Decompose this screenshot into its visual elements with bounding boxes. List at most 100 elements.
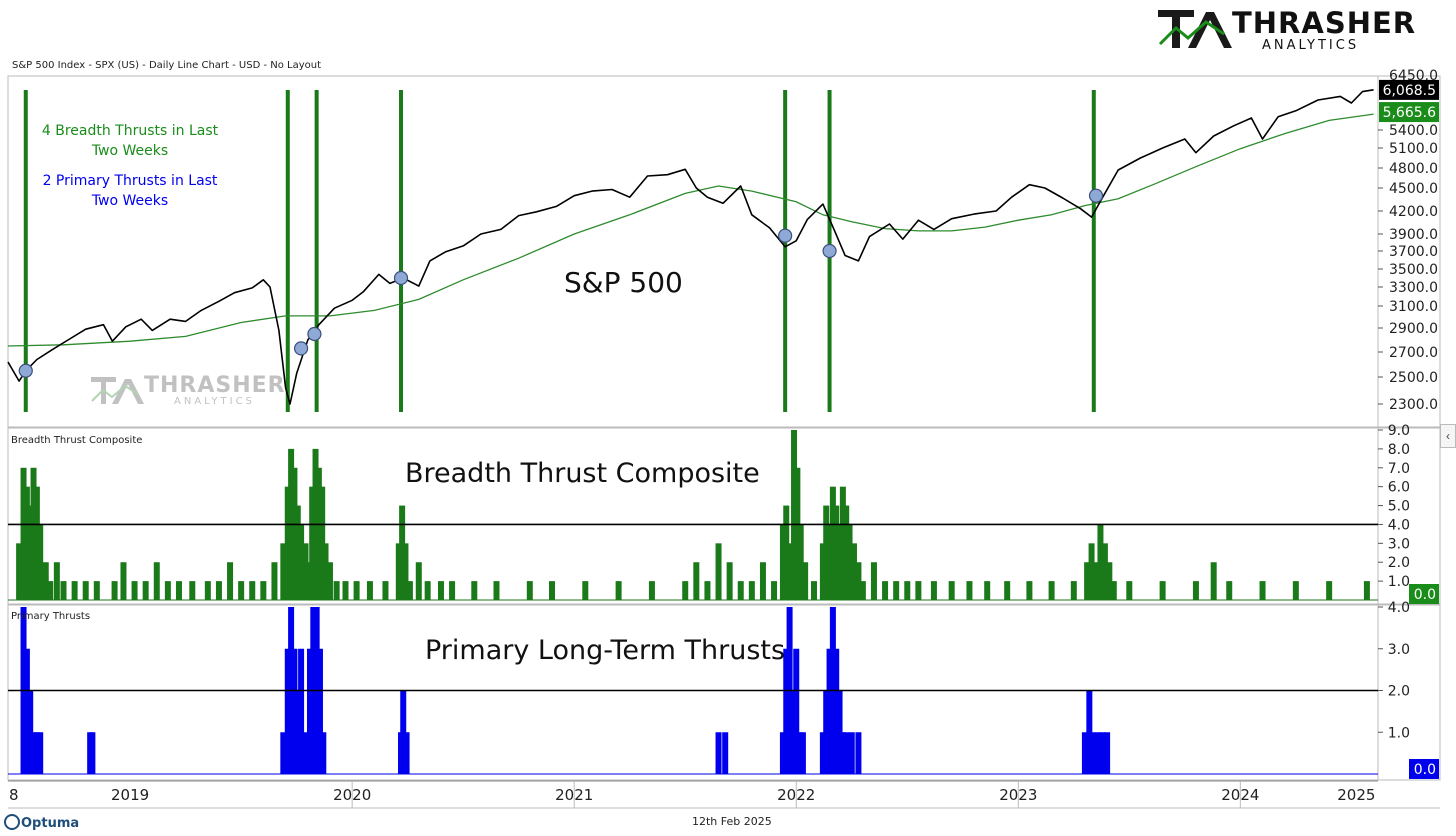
price-tick-label: 3100.0 [1389, 299, 1438, 315]
primary-bar [298, 648, 305, 774]
primary-panel-title: Primary Thrusts [11, 611, 90, 622]
breadth-bar [1210, 562, 1217, 600]
breadth-bar [870, 562, 877, 600]
x-tick-label: 2022 [777, 786, 815, 804]
breadth-bar [930, 581, 937, 600]
breadth-bar [471, 581, 478, 600]
breadth-bar [153, 562, 160, 600]
thrust-marker-dot [393, 270, 409, 286]
breadth-bar [843, 505, 850, 600]
primary-tick-label: 1.0 [1388, 725, 1410, 741]
price-panel-frame [7, 75, 1441, 428]
primary-bar [37, 732, 44, 774]
breadth-bar [1093, 562, 1100, 600]
primary-bar [306, 648, 313, 774]
price-tick-label: 4200.0 [1389, 204, 1438, 220]
breadth-axis: 1.0 2.0 3.0 4.0 5.0 6.0 7.0 8.0 9.0 [1378, 423, 1410, 590]
breadth-tick-label: 2.0 [1388, 555, 1410, 571]
breadth-bar [759, 562, 766, 600]
breadth-bar [984, 581, 991, 600]
breadth-bar [802, 562, 809, 600]
primary-panel-label: Primary Long-Term Thrusts [425, 635, 786, 666]
breadth-bar [315, 467, 322, 600]
breadth-bar [111, 581, 118, 600]
breadth-bar [366, 581, 373, 600]
chevron-left-icon: ‹ [1446, 429, 1450, 443]
primary-bar [284, 648, 291, 774]
breadth-bar [47, 581, 54, 600]
thrust-markers [18, 188, 1104, 378]
breadth-bar [1259, 581, 1266, 600]
breadth-bar [342, 581, 349, 600]
breadth-bar [823, 505, 830, 600]
breadth-bar [27, 505, 34, 600]
primary-bar [799, 732, 806, 774]
breadth-bar [1106, 562, 1113, 600]
breadth-note-line-2: Two Weeks [91, 143, 169, 159]
breadth-bar [726, 562, 733, 600]
breadth-tick-label: 8.0 [1388, 442, 1410, 458]
breadth-bar [175, 581, 182, 600]
primary-last-badge-label: 0.0 [1414, 762, 1436, 778]
breadth-bar [786, 543, 793, 600]
breadth-bar [615, 581, 622, 600]
breadth-bar [424, 581, 431, 600]
thrasher-logo: THRASHER ANALYTICS [1154, 4, 1415, 54]
primary-note-line-2: Two Weeks [91, 193, 169, 209]
breadth-bar [215, 581, 222, 600]
breadth-bar [1101, 543, 1108, 600]
breadth-bar [648, 581, 655, 600]
breadth-bar [271, 562, 278, 600]
watermark-sub-text: ANALYTICS [174, 396, 255, 407]
price-panel-label: S&P 500 [564, 266, 683, 299]
breadth-bar [904, 581, 911, 600]
primary-bar [403, 732, 410, 774]
breadth-bar [204, 581, 211, 600]
primary-note-line-1: 2 Primary Thrusts in Last [42, 173, 218, 189]
watermark-ta-icon [91, 377, 144, 404]
collapse-panel-button[interactable]: ‹ [1440, 424, 1456, 448]
breadth-bar [771, 581, 778, 600]
breadth-bar [71, 581, 78, 600]
breadth-bar [406, 581, 413, 600]
breadth-bar [846, 524, 853, 600]
primary-tick-label: 3.0 [1388, 642, 1410, 658]
primary-bar [823, 690, 830, 774]
breadth-bar [164, 581, 171, 600]
thrust-marker-dot [307, 326, 322, 342]
breadth-bar [142, 581, 149, 600]
primary-last-badge [1409, 759, 1439, 779]
breadth-bar [1110, 581, 1117, 600]
breadth-bar [811, 581, 818, 600]
panel-frames [7, 75, 1441, 781]
primary-bar [843, 732, 850, 774]
x-tick-label: 2025 [1337, 786, 1375, 804]
breadth-bar [227, 562, 234, 600]
breadth-bar [1097, 524, 1104, 600]
breadth-bar [833, 505, 840, 600]
breadth-bar [30, 467, 37, 600]
primary-bar [30, 732, 37, 774]
breadth-bar [291, 467, 298, 600]
price-tick-label: 2900.0 [1389, 321, 1438, 337]
price-tick-label: 5400.0 [1389, 123, 1438, 139]
breadth-bar [1326, 581, 1333, 600]
breadth-bar [437, 581, 444, 600]
breadth-bar [526, 581, 533, 600]
breadth-bar [859, 581, 866, 600]
optuma-brand-text: Optuma [21, 816, 80, 831]
breadth-bar [855, 562, 862, 600]
primary-bar [33, 732, 40, 774]
breadth-last-badge [1409, 584, 1439, 604]
x-tick-label: 2023 [999, 786, 1037, 804]
breadth-tick-label: 9.0 [1388, 423, 1410, 439]
breadth-bar [1048, 581, 1055, 600]
sp500-price-line [7, 89, 1374, 405]
breadth-bar [238, 581, 245, 600]
primary-bar [1089, 732, 1096, 774]
breadth-bar [1226, 581, 1233, 600]
breadth-bar [1070, 581, 1077, 600]
breadth-bar [737, 581, 744, 600]
thrust-marker-dot [18, 363, 33, 378]
moving-average-line [7, 113, 1374, 347]
